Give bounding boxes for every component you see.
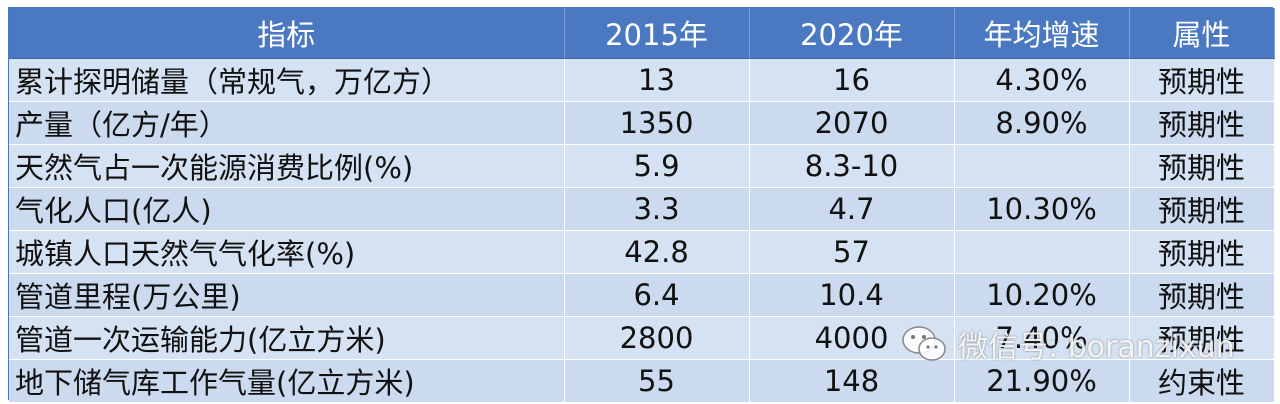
table-row: 气化人口(亿人) 3.3 4.7 10.30% 预期性 — [9, 187, 1275, 231]
row-attribute-cell: 预期性 — [1129, 58, 1275, 102]
row-growth-cell: 7.40% — [954, 316, 1130, 360]
row-2020-cell: 16 — [749, 58, 955, 102]
row-growth-cell — [954, 144, 1130, 188]
row-growth-cell: 8.90% — [954, 101, 1130, 145]
row-growth-cell: 21.90% — [954, 359, 1130, 402]
table-row: 累计探明储量（常规气，万亿方） 13 16 4.30% 预期性 — [9, 58, 1275, 102]
table-row: 地下储气库工作气量(亿立方米) 55 148 21.90% 约束性 — [9, 359, 1275, 402]
row-2015-cell: 55 — [564, 359, 750, 402]
table-row: 产量（亿方/年） 1350 2070 8.90% 预期性 — [9, 101, 1275, 145]
header-2015: 2015年 — [564, 8, 750, 59]
row-indicator-cell: 管道一次运输能力(亿立方米) — [9, 316, 565, 360]
row-2015-cell: 2800 — [564, 316, 750, 360]
wechat-watermark: 微信号: boranzixun — [900, 323, 1235, 365]
row-indicator-cell: 产量（亿方/年） — [9, 101, 565, 145]
row-indicator-cell: 累计探明储量（常规气，万亿方） — [9, 58, 565, 102]
header-2020: 2020年 — [749, 8, 955, 59]
wechat-icon — [902, 326, 946, 361]
row-indicator-cell: 城镇人口天然气气化率(%) — [9, 230, 565, 274]
row-2020-cell: 2070 — [749, 101, 955, 145]
row-2015-cell: 3.3 — [564, 187, 750, 231]
row-2020-cell: 10.4 — [749, 273, 955, 317]
table-row: 管道一次运输能力(亿立方米) 2800 4000 7.40% 预期性 — [9, 316, 1275, 360]
row-attribute-cell: 预期性 — [1129, 187, 1275, 231]
row-2015-cell: 6.4 — [564, 273, 750, 317]
row-indicator-cell: 气化人口(亿人) — [9, 187, 565, 231]
row-attribute-cell: 预期性 — [1129, 230, 1275, 274]
row-2015-cell: 1350 — [564, 101, 750, 145]
header-annual-growth: 年均增速 — [954, 8, 1130, 59]
row-growth-cell: 10.20% — [954, 273, 1130, 317]
row-growth-cell: 4.30% — [954, 58, 1130, 102]
table-row: 城镇人口天然气气化率(%) 42.8 57 预期性 — [9, 230, 1275, 274]
table-row: 天然气占一次能源消费比例(%) 5.9 8.3-10 预期性 — [9, 144, 1275, 188]
row-indicator-cell: 管道里程(万公里) — [9, 273, 565, 317]
row-2020-cell: 148 — [749, 359, 955, 402]
row-attribute-cell: 预期性 — [1129, 144, 1275, 188]
header-attribute: 属性 — [1129, 8, 1275, 59]
row-indicator-cell: 天然气占一次能源消费比例(%) — [9, 144, 565, 188]
row-2020-cell: 57 — [749, 230, 955, 274]
row-attribute-cell: 约束性 — [1129, 359, 1275, 402]
row-2020-cell: 8.3-10 — [749, 144, 955, 188]
row-2015-cell: 13 — [564, 58, 750, 102]
row-2015-cell: 5.9 — [564, 144, 750, 188]
row-growth-cell — [954, 230, 1130, 274]
indicator-table-container: 指标 2015年 2020年 年均增速 属性 累计探明储量（常规气，万亿方） 1… — [8, 7, 1275, 402]
header-indicator: 指标 — [9, 8, 565, 59]
watermark-text: 微信号: boranzixun — [958, 330, 1235, 365]
table-header-row: 指标 2015年 2020年 年均增速 属性 — [9, 8, 1275, 59]
row-attribute-cell: 预期性 — [1129, 101, 1275, 145]
row-attribute-cell: 预期性 — [1129, 273, 1275, 317]
row-2015-cell: 42.8 — [564, 230, 750, 274]
indicator-table: 指标 2015年 2020年 年均增速 属性 累计探明储量（常规气，万亿方） 1… — [9, 8, 1275, 402]
row-attribute-cell: 预期性 — [1129, 316, 1275, 360]
row-indicator-cell: 地下储气库工作气量(亿立方米) — [9, 359, 565, 402]
row-growth-cell: 10.30% — [954, 187, 1130, 231]
table-row: 管道里程(万公里) 6.4 10.4 10.20% 预期性 — [9, 273, 1275, 317]
row-2020-cell: 4.7 — [749, 187, 955, 231]
